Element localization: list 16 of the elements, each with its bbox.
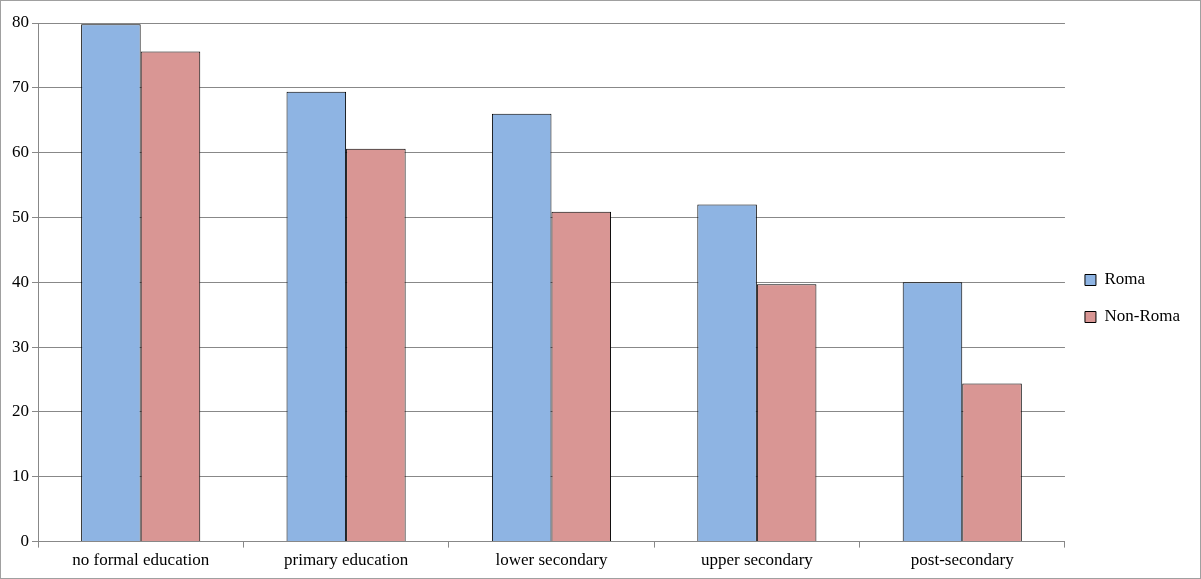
y-tick-label: 20 <box>12 401 29 421</box>
x-tick-label: no formal education <box>72 550 210 570</box>
x-tick-label: upper secondary <box>700 550 814 570</box>
y-tick-label: 50 <box>12 206 29 226</box>
y-tick-label: 70 <box>12 77 29 97</box>
x-tick-label: lower secondary <box>495 550 608 570</box>
legend-label: Non-Roma <box>1104 306 1181 326</box>
y-tick-label: 80 <box>12 12 29 32</box>
legend-label: Roma <box>1104 269 1146 289</box>
x-tick-label: primary education <box>284 550 409 570</box>
y-tick-label: 40 <box>12 271 29 291</box>
y-tick-label: 0 <box>20 531 29 551</box>
y-tick-label: 30 <box>12 336 29 356</box>
x-tick-label: post-secondary <box>910 550 1015 570</box>
y-tick-label: 60 <box>12 142 29 162</box>
y-tick-label: 10 <box>12 466 29 486</box>
